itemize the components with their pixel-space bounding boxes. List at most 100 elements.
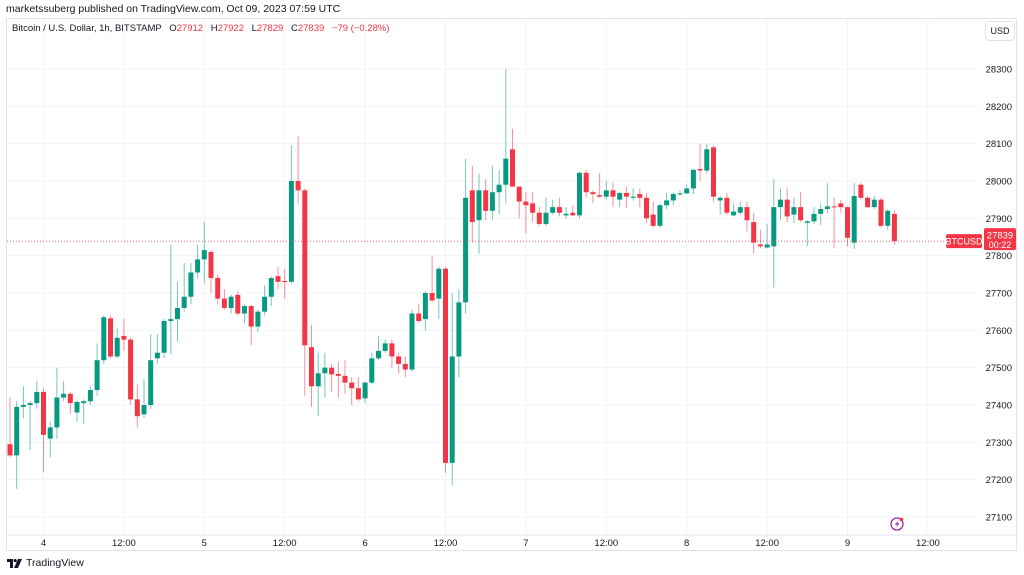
high-label: H <box>210 23 218 34</box>
price-tick-label: 27400 <box>986 400 1012 411</box>
lightning-bolt-icon[interactable] <box>890 517 904 531</box>
candle-up <box>242 306 247 314</box>
candle-up <box>824 206 830 209</box>
candle-down <box>67 393 73 404</box>
candle-down <box>208 251 214 279</box>
candle-up <box>195 259 201 273</box>
price-tick-label: 27300 <box>986 438 1012 449</box>
candle-up <box>148 360 154 405</box>
candle-up <box>315 373 321 387</box>
candle-down <box>516 186 522 202</box>
candle-down <box>757 244 763 247</box>
time-tick-label: 12:00 <box>112 538 136 549</box>
candle-up <box>677 193 683 195</box>
price-tick-label: 28000 <box>986 176 1012 187</box>
tradingview-logo[interactable]: TradingView <box>7 557 84 569</box>
time-tick-label: 9 <box>845 538 850 549</box>
price-tick-label: 28300 <box>986 65 1012 76</box>
candle-up <box>101 317 107 361</box>
candle-up <box>657 205 663 226</box>
candles <box>7 69 897 489</box>
candle-down <box>355 388 361 400</box>
candle-up <box>737 207 743 213</box>
candle-up <box>885 210 891 226</box>
candle-down <box>623 192 629 197</box>
candle-up <box>168 319 174 321</box>
candle-up <box>54 397 60 428</box>
candle-up <box>369 358 375 383</box>
candle-down <box>349 382 355 389</box>
candle-down <box>215 278 221 299</box>
last-price-badge <box>984 228 1016 251</box>
price-tick-label: 27500 <box>986 363 1012 374</box>
candle-down <box>744 207 750 221</box>
candle-up <box>670 194 676 201</box>
time-axis: 4 12:00 5 12:00 6 12:00 7 12:00 8 12:00 9 12:00 <box>7 534 1016 549</box>
candle-up <box>175 307 180 320</box>
candle-down <box>295 180 301 191</box>
candle-up <box>778 199 783 208</box>
candle-up <box>851 195 857 243</box>
candle-down <box>302 190 308 346</box>
candle-down <box>469 190 475 223</box>
candle-down <box>891 213 897 242</box>
candle-down <box>590 192 596 195</box>
symbol-legend: Bitcoin / U.S. Dollar, 1h, BITSTAMP O279… <box>12 23 390 34</box>
candle-up <box>362 382 368 399</box>
low-label: L <box>251 23 257 34</box>
candle-up <box>409 313 415 370</box>
candle-up <box>811 213 817 222</box>
candle-up <box>268 278 274 297</box>
candle-up <box>154 352 160 359</box>
candle-down <box>878 199 884 226</box>
candle-up <box>577 172 582 216</box>
candle-down <box>248 306 254 327</box>
candle-up <box>322 367 328 374</box>
candle-up <box>201 250 207 260</box>
candle-down <box>610 190 616 197</box>
candle-up <box>496 184 502 193</box>
candle-up <box>87 390 93 402</box>
grid <box>7 20 979 535</box>
candle-down <box>597 195 603 197</box>
candle-up <box>489 192 495 211</box>
candle-up <box>704 149 710 171</box>
candle-up <box>181 296 187 308</box>
candle-up <box>47 427 53 439</box>
candle-down <box>309 347 314 387</box>
candle-up <box>764 244 770 248</box>
candle-up <box>550 207 556 213</box>
candle-up <box>61 393 67 398</box>
candle-down <box>644 197 649 219</box>
price-tick-label: 27100 <box>986 512 1012 523</box>
candle-up <box>771 207 777 247</box>
currency-button[interactable]: USD <box>985 21 1015 41</box>
candle-up <box>731 211 737 216</box>
chart-frame <box>6 18 1017 551</box>
candle-up <box>818 208 824 214</box>
candle-down <box>838 203 844 208</box>
candle-down <box>530 203 536 213</box>
candle-up <box>188 272 194 297</box>
candle-down <box>751 222 757 243</box>
candle-up <box>94 360 100 391</box>
candle-up <box>255 311 261 327</box>
time-tick-label: 12:00 <box>916 538 940 549</box>
candle-up <box>14 406 20 456</box>
candle-up <box>20 404 26 407</box>
candle-down <box>443 268 448 463</box>
price-tick-label: 28100 <box>986 139 1012 150</box>
candle-down <box>637 194 643 198</box>
candle-down <box>335 374 341 376</box>
candle-down <box>235 294 241 314</box>
time-tick-label: 12:00 <box>273 538 297 549</box>
price-tick-label: 27900 <box>986 214 1012 225</box>
price-tick-label: 27800 <box>986 251 1012 262</box>
open-value: 27912 <box>176 23 204 34</box>
candle-up <box>563 213 569 216</box>
symbol-tag-badge <box>946 234 982 249</box>
time-tick-label: 12:00 <box>434 538 458 549</box>
candle-down <box>282 281 288 283</box>
